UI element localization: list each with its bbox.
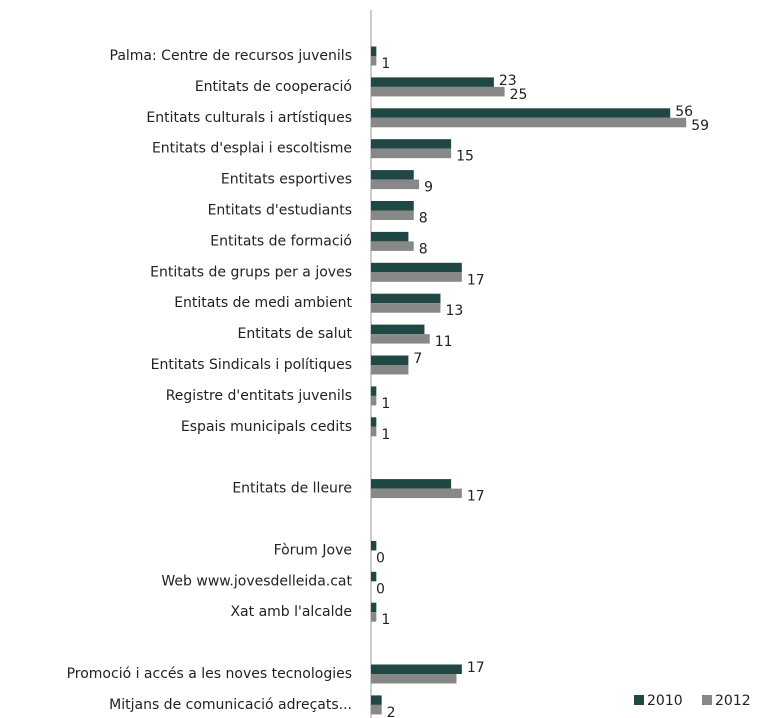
- bar: [371, 612, 377, 622]
- value-label: 1: [381, 396, 390, 412]
- category-label: Fòrum Jove: [274, 542, 352, 558]
- bar: [371, 417, 377, 427]
- value-label: 56: [675, 104, 693, 120]
- category-label: Xat amb l'alcalde: [230, 604, 352, 620]
- value-label: 17: [467, 660, 485, 676]
- category-label: Entitats de formació: [210, 233, 352, 249]
- bar: [371, 540, 377, 551]
- value-label: 13: [445, 303, 463, 319]
- bar: [371, 324, 425, 335]
- bar: [371, 231, 409, 242]
- category-label: Palma: Centre de recursos juvenils: [110, 48, 352, 64]
- category-label: Registre d'entitats juvenils: [166, 388, 352, 404]
- bar: [371, 365, 409, 375]
- category-label: Entitats de lleure: [232, 481, 352, 497]
- bar: [371, 241, 414, 251]
- value-label: 59: [691, 118, 709, 134]
- value-label: 23: [499, 73, 517, 89]
- value-label: 0: [376, 550, 385, 566]
- category-label: Web www.jovesdelleida.cat: [161, 573, 352, 589]
- category-label: Entitats de grups per a joves: [150, 264, 352, 280]
- value-label: 1: [381, 56, 390, 72]
- bar: [371, 77, 494, 87]
- bar: [371, 56, 377, 66]
- bar: [371, 355, 409, 365]
- bar: [371, 674, 457, 684]
- bar: [371, 139, 452, 149]
- bar: [371, 571, 377, 582]
- category-label: Entitats d'estudiants: [208, 203, 352, 219]
- bar: [371, 395, 377, 406]
- bar: [371, 262, 462, 273]
- bar: [371, 479, 452, 489]
- value-label: 7: [413, 351, 422, 367]
- bar: [371, 293, 441, 304]
- bar: [371, 334, 430, 344]
- category-label: Entitats esportives: [221, 172, 352, 188]
- legend-swatch: [702, 695, 712, 705]
- value-label: 17: [467, 272, 485, 288]
- value-label: 1: [381, 612, 390, 628]
- bar: [371, 386, 377, 396]
- category-label: Entitats de salut: [238, 326, 353, 342]
- category-label: Entitats de medi ambient: [174, 295, 352, 311]
- bar: [371, 170, 414, 180]
- bar: [371, 602, 377, 613]
- bar: [371, 86, 505, 97]
- bar: [371, 704, 382, 715]
- bar: [371, 201, 414, 211]
- category-label: Entitats de cooperació: [195, 79, 352, 95]
- legend-label: 2010: [647, 693, 683, 709]
- value-label: 11: [435, 334, 453, 350]
- value-label: 8: [419, 241, 428, 257]
- bar: [371, 488, 462, 499]
- value-label: 2: [387, 705, 396, 718]
- bar: [371, 303, 441, 313]
- bar: [371, 46, 377, 56]
- value-label: 15: [456, 149, 474, 165]
- bar: [371, 179, 420, 190]
- value-label: 9: [424, 180, 433, 196]
- legend-swatch: [634, 695, 644, 705]
- bar: [371, 148, 452, 159]
- bar: [371, 695, 382, 705]
- bar: [371, 664, 462, 674]
- value-label: 0: [376, 581, 385, 597]
- legend-label: 2012: [715, 693, 751, 709]
- bar: [371, 108, 671, 118]
- value-label: 25: [510, 87, 528, 103]
- value-label: 8: [419, 211, 428, 227]
- value-label: 1: [381, 427, 390, 443]
- category-label: Entitats d'esplai i escoltisme: [152, 141, 352, 157]
- bar: [371, 117, 687, 128]
- category-label: Espais municipals cedits: [181, 419, 352, 435]
- bar: [371, 210, 414, 220]
- category-label: Entitats culturals i artístiques: [146, 110, 352, 126]
- bar: [371, 272, 462, 282]
- category-label: Mitjans de comunicació adreçats...: [109, 697, 352, 713]
- category-label: Promoció i accés a les noves tecnologies: [67, 666, 352, 682]
- bar: [371, 426, 377, 437]
- value-label: 17: [467, 489, 485, 505]
- category-label: Entitats Sindicals i polítiques: [151, 357, 352, 373]
